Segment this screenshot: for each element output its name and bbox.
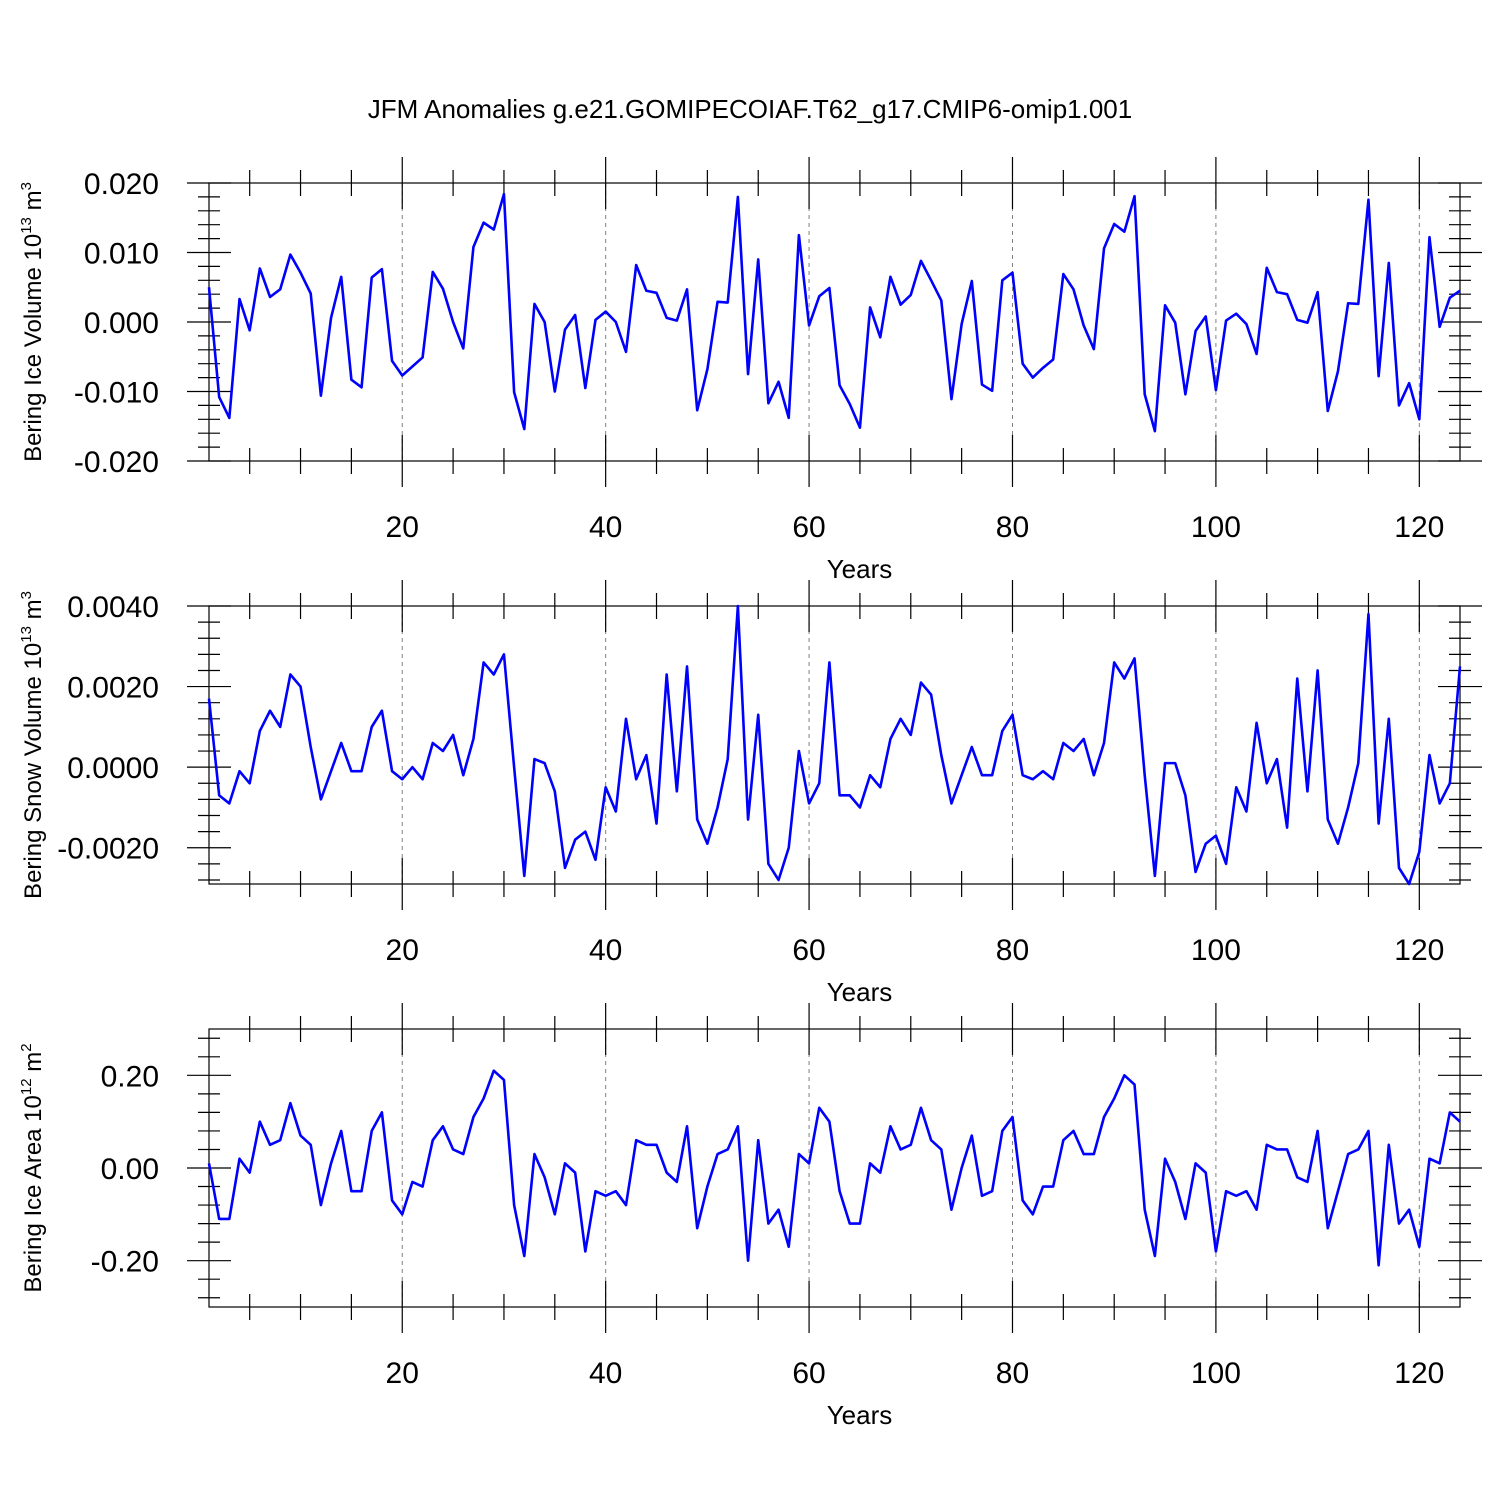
- y-tick-label: -0.0020: [57, 833, 159, 866]
- x-tick-label: 40: [589, 511, 622, 544]
- x-tick-label: 120: [1394, 1357, 1444, 1390]
- x-tick-label: 80: [996, 511, 1029, 544]
- x-tick-label: 60: [792, 511, 825, 544]
- x-tick-label: 120: [1394, 934, 1444, 967]
- y-axis-title: Bering Snow Volume 1013 m3: [18, 591, 47, 899]
- x-tick-label: 20: [386, 511, 419, 544]
- plot-frame: [208, 1028, 1461, 1308]
- y-tick-label: -0.020: [74, 446, 159, 479]
- x-tick-label: 100: [1191, 934, 1241, 967]
- plot-frame: [208, 182, 1461, 462]
- y-tick-label: 0.000: [84, 307, 159, 340]
- y-tick-label: -0.010: [74, 377, 159, 410]
- y-tick-label: 0.00: [101, 1153, 159, 1186]
- x-tick-label: 20: [386, 934, 419, 967]
- series-line: [207, 1069, 1461, 1267]
- x-tick-label: 80: [996, 1357, 1029, 1390]
- panel-2: 20 40 60 80 100 120 Years -0.0020 0.0000 0.0020 0.…: [18, 580, 1482, 1007]
- y-tick-label: 0.020: [84, 168, 159, 201]
- x-tick-label: 60: [792, 934, 825, 967]
- panels: 20 40 60 80 100 120 Years -0.020 -0.010 0.000 0.01…: [18, 157, 1482, 1430]
- y-tick-label: -0.20: [91, 1246, 159, 1279]
- x-tick-label: 40: [589, 1357, 622, 1390]
- y-tick-label: 0.0040: [67, 591, 159, 624]
- y-tick-label: 0.0020: [67, 672, 159, 705]
- series-line: [207, 604, 1462, 886]
- series-line: [207, 192, 1461, 433]
- plot-frame: [208, 605, 1461, 885]
- x-tick-label: 100: [1191, 1357, 1241, 1390]
- x-tick-label: 80: [996, 934, 1029, 967]
- y-tick-label: 0.010: [84, 238, 159, 271]
- y-tick-label: 0.0000: [67, 752, 159, 785]
- x-tick-label: 60: [792, 1357, 825, 1390]
- x-tick-label: 100: [1191, 511, 1241, 544]
- x-tick-label: 120: [1394, 511, 1444, 544]
- x-axis-title: Years: [827, 977, 893, 1007]
- panel-1: 20 40 60 80 100 120 Years -0.020 -0.010 0.000 0.01…: [18, 157, 1482, 584]
- y-axis-title: Bering Ice Area 1012 m2: [18, 1043, 47, 1292]
- x-axis-title: Years: [827, 1400, 893, 1430]
- y-axis-title: Bering Ice Volume 1013 m3: [18, 182, 47, 462]
- x-axis-title: Years: [827, 554, 893, 584]
- figure-title: JFM Anomalies g.e21.GOMIPECOIAF.T62_g17.…: [368, 94, 1132, 124]
- x-tick-label: 40: [589, 934, 622, 967]
- panel-3: 20 40 60 80 100 120 Years -0.20 0.00 0.20 Bering I…: [18, 1003, 1482, 1430]
- y-tick-label: 0.20: [101, 1060, 159, 1093]
- x-tick-label: 20: [386, 1357, 419, 1390]
